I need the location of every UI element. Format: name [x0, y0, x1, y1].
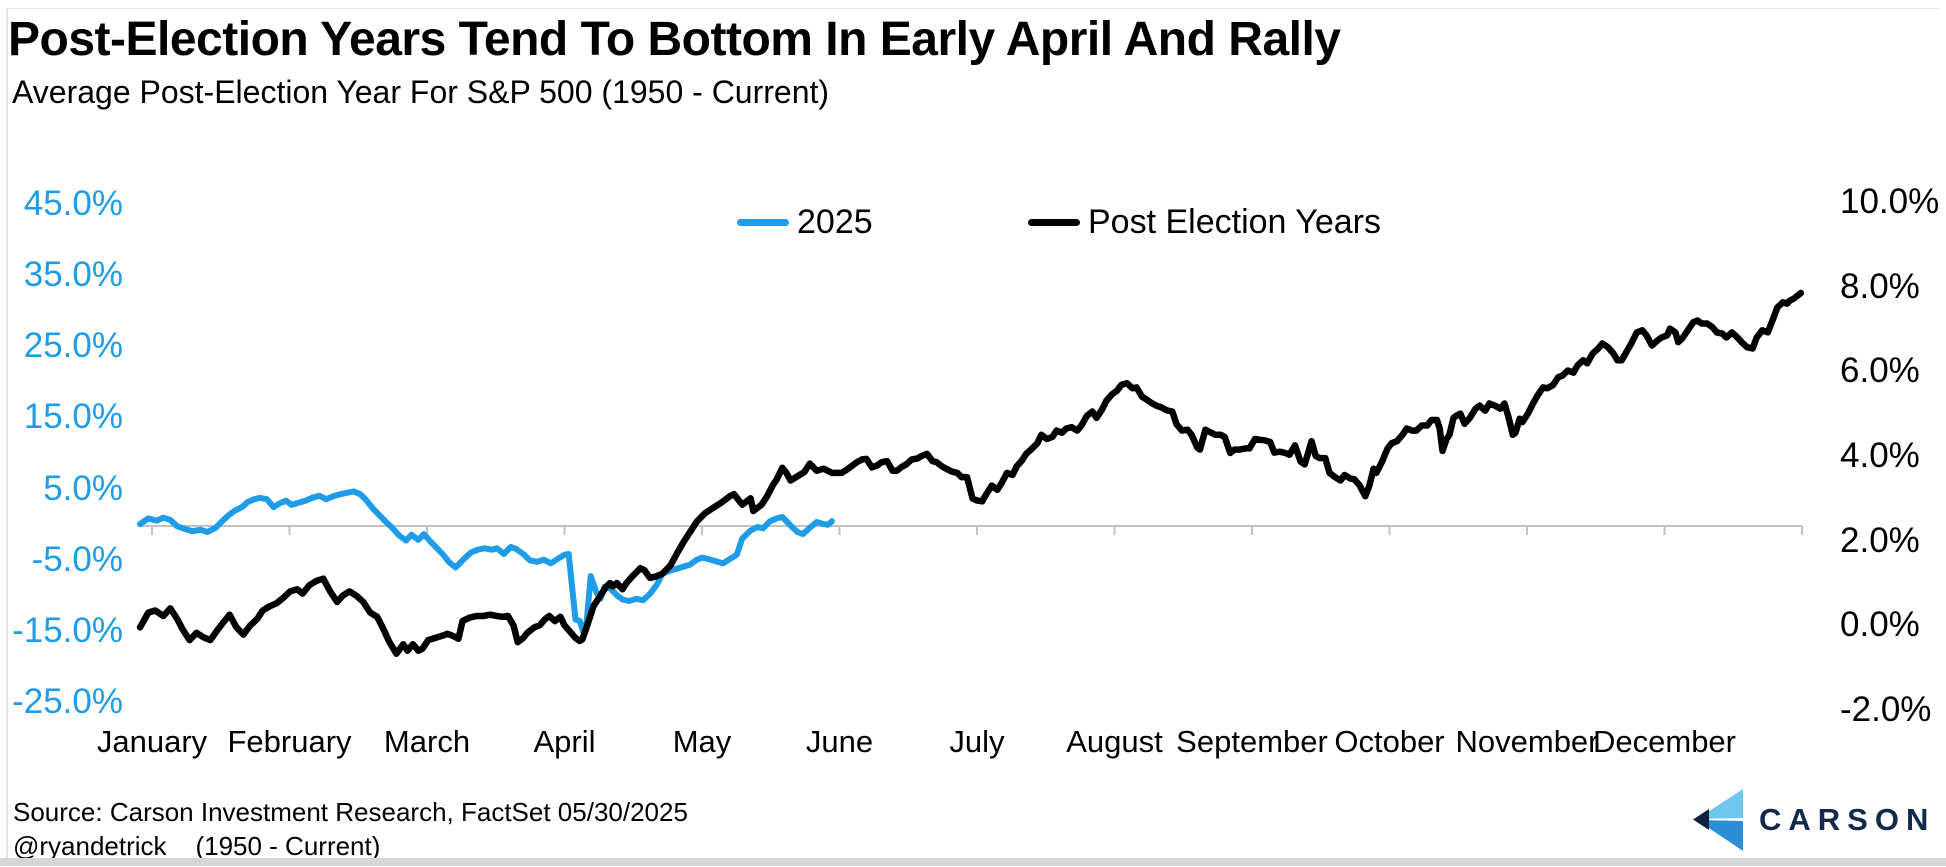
right-axis-tick-label: 4.0%	[1840, 435, 1920, 475]
left-axis-tick-label: 15.0%	[23, 397, 123, 437]
x-axis-month-label: October	[1334, 724, 1445, 759]
x-axis-month-label: May	[672, 724, 732, 759]
x-axis-month-label: March	[383, 724, 471, 759]
left-axis-tick-label: 25.0%	[23, 326, 123, 366]
x-axis-month-label: September	[1176, 724, 1328, 759]
series-line-2025	[137, 488, 835, 636]
slide-top-border	[6, 8, 1940, 9]
x-axis-month-label: January	[96, 724, 208, 759]
carson-chevron-icon	[1693, 789, 1743, 851]
legend-swatch-2025-icon	[737, 219, 789, 226]
right-axis: 10.0% 8.0% 6.0% 4.0% 2.0% 0.0% -2.0%	[1840, 0, 1946, 867]
legend-label-post-election-years: Post Election Years	[1088, 203, 1381, 241]
source-attribution-text: @ryandetrick (1950 - Current)	[13, 831, 381, 861]
right-axis-tick-label: 2.0%	[1840, 520, 1920, 560]
source-text: Source: Carson Investment Research, Fact…	[13, 797, 688, 827]
left-axis-tick-label: 45.0%	[23, 184, 123, 223]
left-axis: 45.0% 35.0% 25.0% 15.0% 5.0% -5.0% -15.0% -25.0…	[0, 0, 123, 867]
x-axis-month-label: December	[1593, 724, 1736, 759]
legend-label-2025: 2025	[797, 203, 873, 241]
series-line-post-election-years	[136, 289, 1805, 657]
legend-swatch-post-election-icon	[1028, 219, 1080, 226]
x-axis-month-label: November	[1455, 724, 1599, 759]
right-axis-tick-label: 6.0%	[1840, 351, 1920, 391]
right-axis-tick-label: -2.0%	[1840, 689, 1932, 729]
x-axis-month-label: April	[533, 724, 596, 759]
left-axis-tick-label: -15.0%	[12, 610, 123, 650]
carson-logo-text: CARSON	[1759, 802, 1936, 837]
x-axis: January February March April May June July Augu…	[0, 724, 1946, 764]
page-subtitle: Average Post-Election Year For S&P 500 (…	[12, 74, 830, 110]
left-axis-tick-label: 5.0%	[43, 468, 123, 508]
right-axis-tick-label: 10.0%	[1840, 182, 1940, 221]
left-axis-tick-label: -5.0%	[31, 539, 123, 579]
right-axis-tick-label: 0.0%	[1840, 605, 1920, 645]
x-axis-month-label: August	[1066, 724, 1163, 759]
legend-item-2025: 2025	[737, 203, 873, 242]
right-axis-tick-label: 8.0%	[1840, 266, 1920, 306]
bottom-strip	[0, 858, 1946, 866]
x-axis-month-label: February	[227, 724, 352, 759]
carson-logo: CARSON	[1693, 788, 1935, 852]
legend-item-post-election-years: Post Election Years	[1028, 203, 1381, 242]
x-axis-month-label: June	[805, 724, 874, 759]
page-title: Post-Election Years Tend To Bottom In Ea…	[8, 13, 1341, 66]
slide-left-border	[6, 8, 8, 860]
x-axis-month-label: July	[949, 724, 1005, 759]
left-axis-tick-label: 35.0%	[23, 255, 123, 295]
left-axis-tick-label: -25.0%	[12, 681, 123, 721]
